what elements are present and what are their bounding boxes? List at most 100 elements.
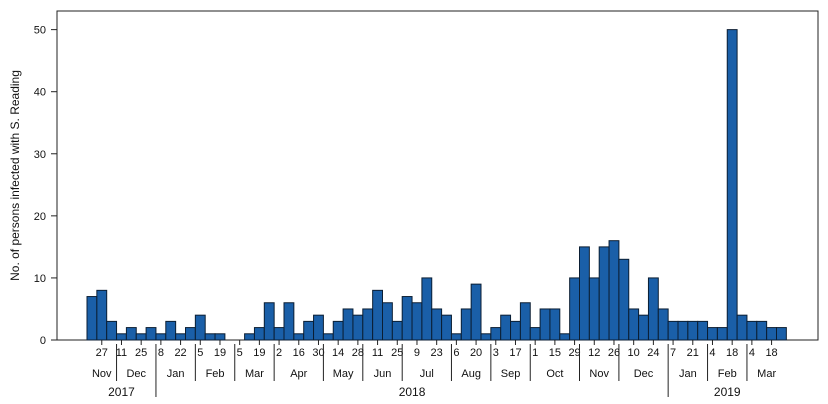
bar [756, 320, 768, 341]
x-tick-label: 20 [470, 347, 482, 359]
bar [736, 314, 748, 341]
y-axis-title: No. of persons infected with S. Reading [8, 70, 22, 281]
bar [529, 327, 541, 341]
bar [145, 327, 157, 341]
x-tick-label: 1 [532, 347, 538, 359]
y-tick-label: 0 [40, 335, 46, 347]
x-tick-label: 17 [509, 347, 521, 359]
y-tick-label: 30 [34, 149, 46, 161]
bar [776, 327, 787, 341]
bar [214, 333, 226, 341]
bar [372, 289, 383, 341]
x-tick-label: 11 [372, 347, 383, 359]
month-label: Jan [167, 368, 185, 380]
x-tick-label: 4 [709, 347, 715, 359]
x-tick-label: 9 [414, 347, 420, 359]
x-tick-label: 29 [568, 347, 580, 359]
month-label: May [333, 368, 354, 380]
bar [362, 308, 374, 341]
bar [588, 277, 600, 341]
bar [667, 320, 679, 341]
bar [106, 320, 118, 341]
month-label: Oct [546, 368, 563, 380]
x-tick-label: 11 [116, 347, 127, 359]
x-tick-label: 7 [670, 347, 676, 359]
bar [697, 320, 709, 341]
month-label: Feb [206, 368, 225, 380]
bar [185, 327, 196, 341]
x-tick-label: 12 [588, 347, 600, 359]
year-label: 2018 [399, 385, 426, 399]
x-tick-label: 26 [608, 347, 620, 359]
x-tick-label: 22 [174, 347, 186, 359]
x-tick-label: 14 [332, 347, 344, 359]
x-tick-label: 2 [276, 347, 282, 359]
x-tick-label: 4 [749, 347, 755, 359]
y-axis: 0 10 20 30 40 50 [34, 25, 57, 347]
month-label: Nov [589, 368, 609, 380]
y-tick-label: 20 [34, 211, 46, 223]
x-tick-label: 10 [628, 347, 640, 359]
bar [647, 277, 659, 341]
y-tick-label: 10 [34, 273, 46, 285]
bar [638, 314, 649, 341]
bar [677, 320, 689, 341]
month-label: Nov [92, 368, 112, 380]
x-tick-label: 27 [96, 347, 108, 359]
month-label: Jul [420, 368, 434, 380]
bar [352, 314, 364, 341]
bar [421, 277, 433, 341]
bar [569, 277, 581, 341]
year-label: 2019 [714, 385, 741, 399]
plot-frame [56, 10, 819, 341]
month-label: Feb [718, 368, 737, 380]
bar [746, 320, 758, 341]
x-tick-label: 30 [312, 347, 324, 359]
bar [539, 308, 551, 341]
bar [342, 308, 354, 341]
month-label: Jan [679, 368, 697, 380]
bar [411, 302, 423, 341]
x-tick-label: 28 [352, 347, 364, 359]
x-tick-label: 3 [493, 347, 499, 359]
bar [579, 246, 590, 341]
y-tick-label: 50 [34, 25, 46, 37]
x-tick-label: 25 [135, 347, 147, 359]
bar [96, 289, 108, 341]
bar [716, 327, 728, 341]
x-tick-label: 6 [453, 347, 459, 359]
bar [726, 29, 738, 341]
bar [431, 308, 443, 341]
x-axis: 27 11 25 8 22 5 19 5 19 2 16 30 14 28 11 25 9 23 6 20 3 17 1 15… [92, 340, 778, 399]
x-tick-label: 19 [214, 347, 226, 359]
bar [332, 320, 344, 341]
month-label: Apr [290, 368, 307, 380]
bar [618, 258, 630, 341]
x-tick-label: 25 [391, 347, 403, 359]
bar [519, 302, 531, 341]
bar [687, 320, 699, 341]
bar [391, 320, 403, 341]
bar [253, 327, 265, 341]
bar [175, 333, 186, 341]
bar [766, 327, 778, 341]
bar [165, 320, 177, 341]
bar [313, 314, 324, 341]
bar [204, 333, 216, 341]
x-tick-label: 21 [687, 347, 699, 359]
x-tick-label: 5 [237, 347, 243, 359]
bar [450, 333, 462, 341]
bar [441, 314, 452, 341]
bar [549, 308, 561, 341]
bar [657, 308, 669, 341]
bar [401, 296, 413, 341]
bar [155, 333, 167, 341]
x-tick-label: 24 [647, 347, 659, 359]
year-label: 2017 [108, 385, 135, 399]
month-label: Sep [501, 368, 521, 380]
bar [86, 296, 98, 341]
month-label: Mar [245, 368, 264, 380]
bar [263, 302, 275, 341]
bar [608, 240, 620, 341]
